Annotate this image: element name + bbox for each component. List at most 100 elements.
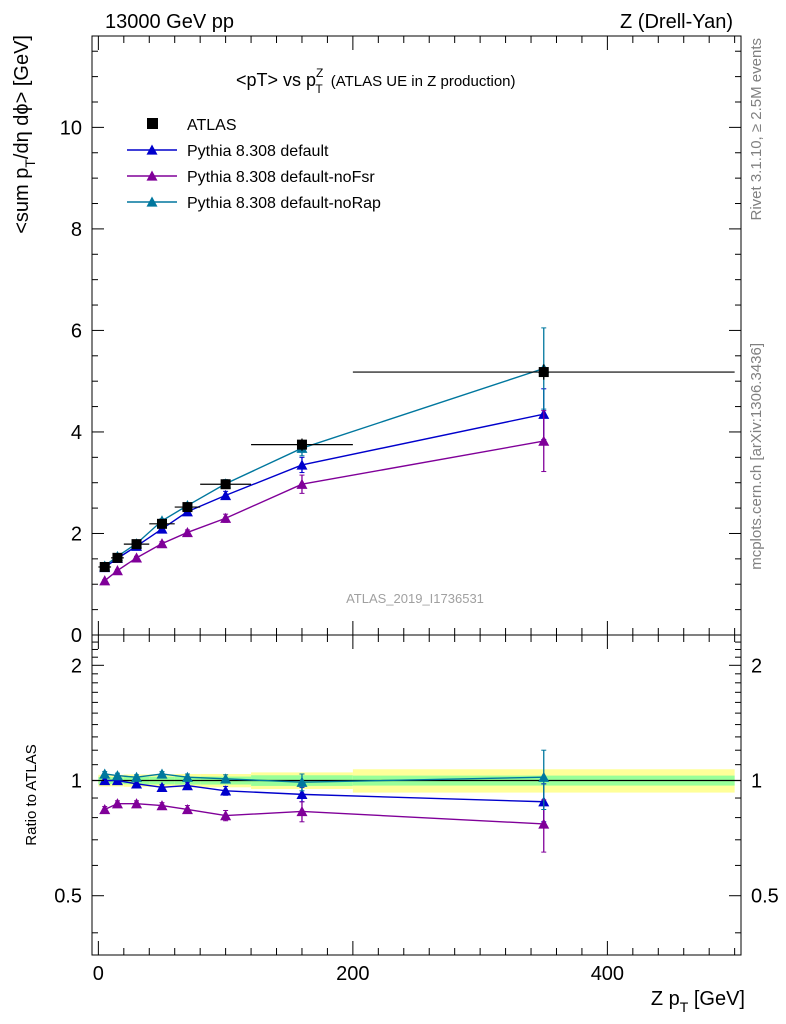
ratio-point-default [131,778,143,789]
y-label-part2: /dη dϕ> [GeV] [11,35,33,159]
main-y-tick-label: 2 [71,523,82,545]
point-noFsr [220,512,232,523]
plot-title-rest: (ATLAS UE in Z production) [331,73,516,90]
main-y-tick-label: 10 [60,117,82,139]
series-line-default [104,413,544,569]
point-atlas [538,367,549,378]
header-left: 13000 GeV pp [105,11,234,33]
point-noFsr [181,526,193,538]
point-default [220,489,232,501]
point-atlas [131,539,142,550]
x-label-sub: T [680,999,689,1015]
point-atlas [156,518,167,529]
mcplots-label: mcplots.cern.ch [arXiv:1306.3436] [748,343,765,570]
point-noFsr [156,538,168,549]
ratio-y-tick-label: 2 [71,655,82,677]
ratio-point-noRap [111,770,123,781]
main-y-tick-label: 4 [71,422,82,444]
main-y-axis: 0 2 4 6 8 10 [60,50,741,647]
legend-item-noFsr: Pythia 8.308 default-noFsr [127,169,375,186]
x-axis-label: Z pT [GeV] [651,988,745,1015]
ratio-point-default [220,785,232,796]
ratio-point-noRap [181,771,193,782]
ratio-point-default [156,781,168,792]
legend-label-noRap: Pythia 8.308 default-noRap [187,195,381,212]
legend-item-default: Pythia 8.308 default [127,143,329,160]
ratio-point-noRap [296,776,308,787]
legend-label-atlas: ATLAS [187,117,237,134]
ratio-line-noRap [104,773,544,783]
x-label-part1: Z p [651,988,680,1010]
plot-title: <pT> vs pZ T (ATLAS UE in Z production) [236,66,516,96]
ratio-panel: 0.5 0.5 1 1 2 2 0 200 400 Ratio to ATLAS Z pT [… [23,634,779,1015]
point-noFsr [99,575,111,586]
point-atlas [220,479,231,490]
point-atlas [112,552,123,563]
legend-item-atlas: ATLAS [147,117,237,134]
series-line-noFsr [104,440,544,582]
legend-marker-noRap [146,196,158,207]
main-y-tick-label: 6 [71,320,82,342]
series-noFsr [99,410,550,586]
point-default [296,459,308,470]
legend-marker-default [146,144,158,155]
ratio-x-tick-label: 0 [93,963,104,985]
ratio-point-noFsr [111,798,123,809]
ratio-series [99,749,550,853]
ratio-y-tick-label-right: 2 [751,655,762,677]
ratio-y-tick-label: 1 [71,771,82,793]
main-y-tick-label: 8 [71,219,82,241]
legend-marker-noFsr [146,170,158,181]
ratio-point-noFsr [220,810,232,821]
rivet-label: Rivet 3.1.10, ≥ 2.5M events [748,38,765,221]
series-line-noRap [104,367,544,567]
point-noFsr [131,552,143,563]
point-noFsr [111,565,123,576]
ratio-series-noFsr [99,798,550,853]
legend-item-noRap: Pythia 8.308 default-noRap [127,195,381,212]
ratio-y-tick-label-right: 1 [751,771,762,793]
plot-title-sub: T [315,82,323,96]
y-label-sub: T [22,159,38,168]
analysis-watermark: ATLAS_2019_I1736531 [346,591,484,606]
ratio-point-default [181,780,193,791]
legend: ATLAS Pythia 8.308 default Pythia 8.308 de… [127,117,381,212]
main-y-label: <sum pT/dη dϕ> [GeV] [11,35,38,234]
ratio-point-noRap [99,768,111,779]
plot-title-main: <pT> vs p [236,70,316,90]
ratio-point-noFsr [99,803,111,815]
point-noFsr [296,478,308,489]
ratio-line-noFsr [104,802,544,825]
ratio-series-noRap [99,749,550,810]
ratio-point-default [99,775,111,786]
plot-title-sup: Z [316,66,323,80]
y-label-part1: <sum p [11,168,33,234]
ratio-point-noFsr [156,800,168,811]
ratio-x-axis: 0 200 400 [93,635,736,985]
ratio-point-noRap [131,771,143,782]
ratio-point-noFsr [538,818,550,829]
ratio-frame [91,634,742,956]
ratio-point-noFsr [131,798,143,809]
ratio-point-noRap [156,768,168,779]
main-series [98,327,735,586]
ratio-y-tick-label-right: 0.5 [751,886,779,908]
ratio-y-label: Ratio to ATLAS [23,744,40,845]
ratio-point-noRap [538,771,550,782]
legend-label-default: Pythia 8.308 default [187,143,329,160]
main-y-tick-label: 0 [71,625,82,647]
ratio-point-noRap [220,773,232,784]
x-label-part2: [GeV] [688,988,745,1010]
ratio-y-tick-label: 0.5 [54,886,82,908]
series-noRap [99,327,550,571]
point-atlas [182,502,193,513]
ratio-point-default [296,788,308,800]
ratio-x-tick-label: 400 [591,963,624,985]
series-atlas [98,364,735,572]
point-noFsr [538,435,550,446]
ratio-point-noFsr [181,803,193,815]
main-x-ticks [97,36,736,635]
point-atlas [296,439,307,450]
